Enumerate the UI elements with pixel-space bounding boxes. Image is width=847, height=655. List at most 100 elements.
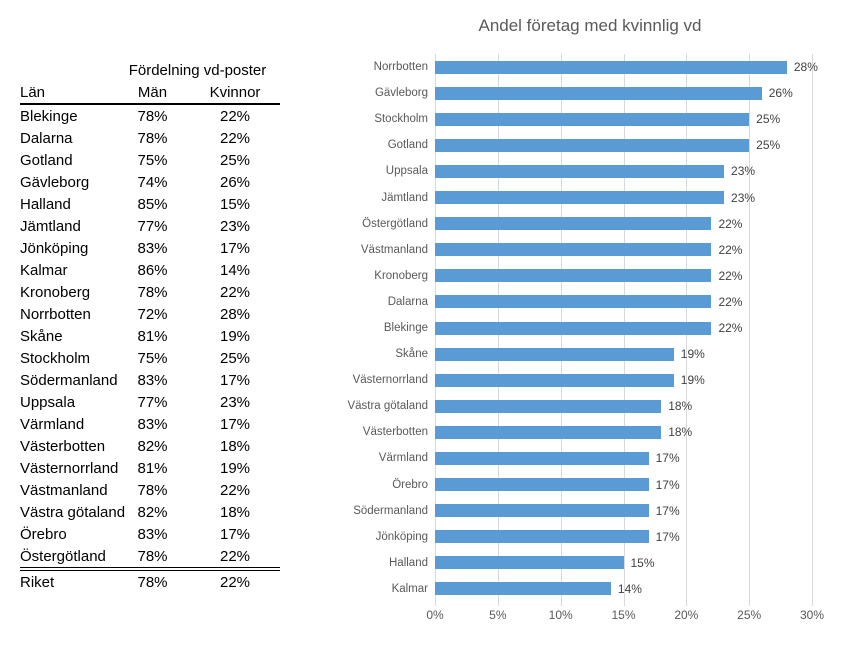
category-label: Blekinge — [383, 322, 428, 334]
total-row-women-value: 22% — [219, 573, 251, 591]
chart-bar — [435, 191, 725, 205]
vd-distribution-table: Fördelning vd-poster Län Män Kvinnor Ble… — [20, 59, 280, 593]
women-percent-cell: 22% — [219, 107, 251, 125]
x-axis-tick-label: 0% — [426, 608, 444, 622]
men-percent-cell: 83% — [137, 415, 168, 433]
chart-bar — [435, 295, 712, 309]
category-label: Västerbotten — [362, 426, 428, 439]
category-label: Kalmar — [391, 582, 428, 595]
women-percent-cell: 22% — [219, 283, 251, 301]
bar-data-label: 18% — [668, 425, 693, 440]
axis-tick — [435, 602, 436, 606]
women-percent-cell: 22% — [219, 547, 251, 565]
women-percent-cell: 22% — [219, 481, 251, 499]
chart-bar — [435, 60, 787, 74]
county-name-cell: Västmanland — [20, 481, 108, 499]
axis-tick — [497, 602, 499, 606]
chart-bar — [435, 504, 649, 518]
men-percent-cell: 85% — [137, 195, 168, 213]
chart-bar — [435, 451, 649, 465]
chart-category-axis: Norrbotten Gävleborg Stockholm Gotland Uppsa… — [325, 54, 428, 602]
chart-bar — [435, 399, 662, 413]
women-percent-cell: 25% — [219, 151, 251, 169]
category-label: Norrbotten — [373, 61, 428, 74]
bar-data-label: 22% — [718, 242, 743, 257]
county-name-cell: Västra götaland — [20, 503, 126, 521]
category-label: Värmland — [378, 452, 428, 465]
women-percent-cell: 17% — [219, 371, 251, 389]
bar-data-label: 25% — [756, 112, 781, 127]
county-name-cell: Värmland — [20, 415, 85, 433]
category-label: Jämtland — [381, 191, 428, 204]
bar-data-label: 23% — [731, 164, 756, 179]
axis-tick — [812, 602, 813, 606]
total-row-label: Riket — [20, 573, 55, 591]
county-name-cell: Kalmar — [20, 261, 68, 279]
category-label: Södermanland — [353, 504, 428, 517]
table-row: Örebro 83% 17% — [20, 523, 280, 545]
county-name-cell: Gävleborg — [20, 173, 90, 191]
table-total-row: Riket 78% 22% — [20, 567, 280, 593]
category-label: Dalarna — [387, 295, 428, 308]
category-label: Västmanland — [360, 243, 428, 256]
county-name-cell: Uppsala — [20, 393, 76, 411]
men-percent-cell: 75% — [137, 151, 168, 169]
category-label: Gotland — [387, 139, 428, 152]
women-percent-cell: 19% — [219, 327, 251, 345]
women-percent-cell: 28% — [219, 305, 251, 323]
bar-data-label: 23% — [731, 190, 756, 205]
category-label: Örebro — [392, 478, 428, 491]
table-row: Västerbotten 82% 18% — [20, 435, 280, 457]
bar-data-label: 15% — [630, 555, 655, 570]
county-name-cell: Örebro — [20, 525, 67, 543]
county-name-cell: Västernorrland — [20, 459, 119, 477]
county-name-cell: Jämtland — [20, 217, 81, 235]
men-percent-cell: 74% — [137, 173, 168, 191]
table-row: Västernorrland 81% 19% — [20, 457, 280, 479]
table-row: Östergötland 78% 22% — [20, 545, 280, 567]
men-percent-cell: 86% — [137, 261, 168, 279]
category-label: Stockholm — [374, 113, 428, 126]
category-label: Östergötland — [362, 217, 428, 230]
chart-bar — [435, 269, 712, 283]
bar-data-label: 25% — [756, 138, 781, 153]
table-row: Blekinge 78% 22% — [20, 105, 280, 127]
category-label: Kronoberg — [374, 269, 428, 282]
men-percent-cell: 77% — [137, 217, 168, 235]
men-percent-cell: 77% — [137, 393, 168, 411]
table-row: Jönköping 83% 17% — [20, 237, 280, 259]
table-header-row: Län Män Kvinnor — [20, 81, 280, 105]
men-percent-cell: 78% — [137, 129, 168, 147]
bar-data-label: 19% — [680, 373, 705, 388]
county-name-cell: Östergötland — [20, 547, 106, 565]
bar-data-label: 19% — [680, 347, 705, 362]
county-name-cell: Blekinge — [20, 107, 78, 125]
category-label: Uppsala — [385, 165, 428, 178]
men-percent-cell: 78% — [137, 283, 168, 301]
women-percent-cell: 22% — [219, 129, 251, 147]
men-percent-cell: 81% — [137, 327, 168, 345]
x-axis-tick-label: 10% — [548, 608, 573, 622]
women-percent-cell: 23% — [219, 393, 251, 411]
table-row: Värmland 83% 17% — [20, 413, 280, 435]
women-percent-cell: 15% — [219, 195, 251, 213]
chart-bar — [435, 112, 750, 126]
county-name-cell: Skåne — [20, 327, 63, 345]
x-axis-tick-label: 30% — [799, 608, 825, 622]
total-row-men-value: 78% — [137, 573, 168, 591]
table-row: Jämtland 77% 23% — [20, 215, 280, 237]
chart-bar — [435, 478, 649, 492]
men-percent-cell: 78% — [137, 481, 168, 499]
column-header-kvinnor: Kvinnor — [209, 83, 261, 101]
bar-data-label: 14% — [617, 581, 642, 596]
chart-plot-area: 28% 26% 25% 25% 23% 23% 22% 22% 22% 22% 22% 19% 19% 1… — [435, 54, 818, 606]
axis-tick — [623, 602, 625, 606]
table-row: Stockholm 75% 25% — [20, 347, 280, 369]
gridline — [812, 54, 813, 602]
x-axis-tick-label: 15% — [611, 608, 636, 622]
table-body: Blekinge 78% 22% Dalarna 78% 22% Gotland 75% 25%… — [20, 105, 280, 567]
men-percent-cell: 75% — [137, 349, 168, 367]
table-row: Gotland 75% 25% — [20, 149, 280, 171]
table-row: Norrbotten 72% 28% — [20, 303, 280, 325]
category-label: Jönköping — [375, 530, 428, 543]
